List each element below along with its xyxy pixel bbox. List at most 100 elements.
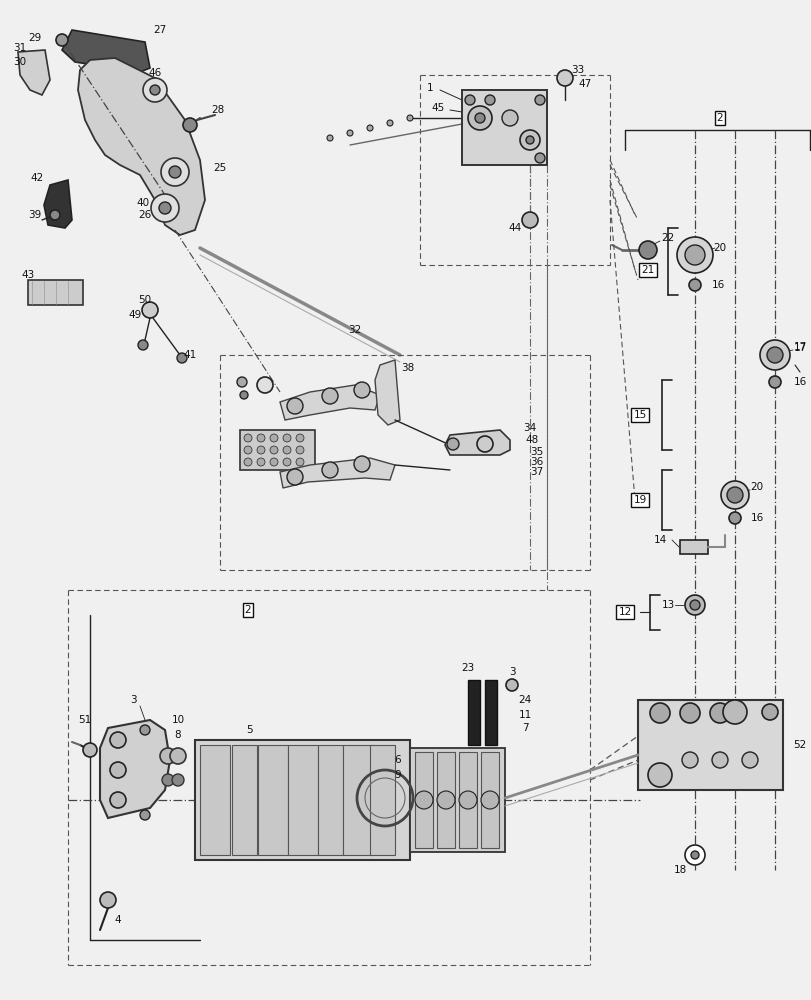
Polygon shape	[100, 720, 169, 818]
Circle shape	[414, 791, 432, 809]
Text: 24: 24	[517, 695, 531, 705]
Text: 3: 3	[508, 667, 515, 677]
Circle shape	[169, 166, 181, 178]
Text: 21: 21	[641, 265, 654, 275]
Text: 5: 5	[247, 725, 253, 735]
Circle shape	[722, 700, 746, 724]
Circle shape	[387, 120, 393, 126]
Circle shape	[467, 106, 491, 130]
Text: 51: 51	[79, 715, 92, 725]
Text: 3: 3	[130, 695, 136, 705]
Circle shape	[761, 704, 777, 720]
Circle shape	[283, 458, 290, 466]
Text: 16: 16	[749, 513, 762, 523]
Circle shape	[182, 118, 197, 132]
Bar	[458, 752, 476, 848]
Text: 38: 38	[401, 363, 414, 373]
Circle shape	[406, 115, 413, 121]
Text: 2: 2	[716, 113, 723, 123]
Circle shape	[476, 436, 492, 452]
Circle shape	[534, 153, 544, 163]
Circle shape	[690, 851, 698, 859]
Text: 32: 32	[348, 325, 361, 335]
Bar	[480, 752, 499, 848]
Text: 17: 17	[792, 342, 805, 352]
Polygon shape	[375, 360, 400, 425]
Text: 46: 46	[148, 68, 161, 78]
Circle shape	[237, 377, 247, 387]
Text: 47: 47	[577, 79, 591, 89]
Circle shape	[56, 34, 68, 46]
Circle shape	[322, 462, 337, 478]
Text: 26: 26	[138, 210, 152, 220]
Text: 20: 20	[749, 482, 762, 492]
Circle shape	[367, 125, 372, 131]
Circle shape	[283, 434, 290, 442]
Circle shape	[679, 703, 699, 723]
Circle shape	[139, 725, 150, 735]
Text: 8: 8	[174, 730, 181, 740]
Circle shape	[257, 446, 264, 454]
Text: 33: 33	[571, 65, 584, 75]
Circle shape	[243, 434, 251, 442]
Text: 43: 43	[21, 270, 35, 280]
Circle shape	[474, 113, 484, 123]
Text: 49: 49	[128, 310, 141, 320]
Circle shape	[138, 340, 148, 350]
Circle shape	[286, 469, 303, 485]
Circle shape	[689, 279, 700, 291]
Circle shape	[501, 110, 517, 126]
Circle shape	[243, 446, 251, 454]
Circle shape	[296, 458, 303, 466]
Text: 10: 10	[171, 715, 184, 725]
Circle shape	[484, 95, 495, 105]
Bar	[240, 430, 315, 470]
Circle shape	[257, 458, 264, 466]
Bar	[461, 90, 547, 165]
Text: 12: 12	[618, 607, 631, 617]
Bar	[258, 745, 288, 855]
Text: 2: 2	[244, 605, 251, 615]
Circle shape	[240, 391, 247, 399]
Circle shape	[150, 85, 160, 95]
Circle shape	[741, 752, 757, 768]
Text: 45: 45	[431, 103, 444, 113]
Text: 18: 18	[672, 865, 686, 875]
Circle shape	[50, 210, 60, 220]
Circle shape	[684, 245, 704, 265]
Text: 30: 30	[14, 57, 27, 67]
Text: 29: 29	[28, 33, 41, 43]
Circle shape	[162, 774, 174, 786]
Circle shape	[83, 743, 97, 757]
Text: 22: 22	[661, 233, 674, 243]
Circle shape	[766, 347, 782, 363]
Circle shape	[684, 595, 704, 615]
Circle shape	[480, 791, 499, 809]
Bar	[232, 745, 257, 855]
Text: 52: 52	[792, 740, 805, 750]
Text: 27: 27	[153, 25, 166, 35]
Text: 7: 7	[521, 723, 528, 733]
Text: 4: 4	[114, 915, 121, 925]
Text: 39: 39	[28, 210, 41, 220]
Text: 42: 42	[30, 173, 44, 183]
Text: 28: 28	[211, 105, 225, 115]
Circle shape	[649, 703, 669, 723]
Circle shape	[720, 481, 748, 509]
Polygon shape	[62, 30, 150, 72]
Circle shape	[354, 456, 370, 472]
Circle shape	[151, 194, 178, 222]
Bar	[318, 745, 342, 855]
Polygon shape	[444, 430, 509, 455]
Text: 15: 15	[633, 410, 646, 420]
Circle shape	[534, 95, 544, 105]
Polygon shape	[18, 50, 50, 95]
Text: 13: 13	[661, 600, 674, 610]
Circle shape	[270, 434, 277, 442]
Circle shape	[768, 376, 780, 388]
Text: 11: 11	[517, 710, 531, 720]
Circle shape	[647, 763, 672, 787]
Circle shape	[177, 353, 187, 363]
Circle shape	[143, 78, 167, 102]
Circle shape	[711, 752, 727, 768]
